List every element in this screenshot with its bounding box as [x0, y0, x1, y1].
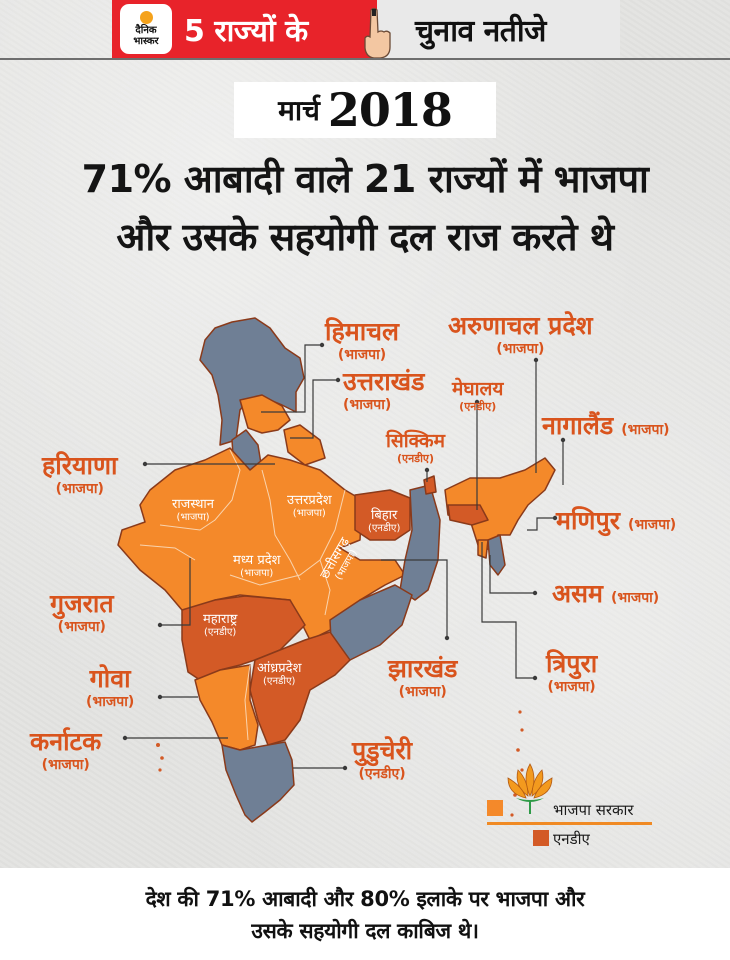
- label-gujarat: गुजरात (भाजपा): [50, 589, 114, 636]
- state-tripura: [477, 539, 489, 559]
- banner-red-panel: दैनिक भास्कर 5 राज्यों के: [112, 0, 377, 58]
- banner-red-title: 5 राज्यों के: [184, 13, 308, 49]
- label-maharashtra: महाराष्ट्र (एनडीए): [203, 612, 238, 638]
- voting-finger-icon: [364, 7, 391, 58]
- banner-grey-panel: चुनाव नतीजे: [377, 0, 620, 58]
- dainik-bhaskar-logo: दैनिक भास्कर: [120, 4, 172, 54]
- sun-icon: [139, 11, 153, 24]
- state-west-bengal: [399, 484, 441, 601]
- label-puducherry: पुडुचेरी (एनडीए): [352, 736, 413, 783]
- state-meghalaya: [447, 504, 489, 526]
- state-sikkim: [423, 475, 437, 495]
- india-map: [117, 317, 566, 823]
- date-month: मार्च: [278, 94, 320, 127]
- date-year: 2018: [327, 83, 453, 137]
- label-sikkim: सिक्किम (एनडीए): [386, 430, 445, 465]
- legend-swatch-bjp: [487, 800, 503, 816]
- logo-text-line2: भास्कर: [133, 36, 159, 47]
- label-assam: असम (भाजपा): [552, 579, 660, 608]
- legend-label-nda: एनडीए: [553, 830, 590, 848]
- banner-grey-title: चुनाव नतीजे: [415, 13, 546, 49]
- label-manipur: मणिपुर (भाजपा): [556, 506, 677, 535]
- state-jammu-kashmir: [199, 317, 305, 446]
- label-goa: गोवा (भाजपा): [86, 664, 135, 711]
- logo-text-line1: दैनिक: [135, 25, 157, 36]
- legend-label-bjp: भाजपा सरकार: [553, 801, 634, 819]
- bjp-lotus-logo: [507, 763, 553, 814]
- state-tamil-nadu-kerala: [221, 741, 295, 823]
- label-meghalaya: मेघालय (एनडीए): [452, 378, 504, 413]
- footer-caption: देश की 71% आबादी और 80% इलाके पर भाजपा औ…: [0, 868, 730, 960]
- label-haryana: हरियाणा (भाजपा): [42, 451, 118, 498]
- footer-line1: देश की 71% आबादी और 80% इलाके पर भाजपा औ…: [145, 887, 585, 911]
- label-rajasthan: राजस्थान (भाजपा): [172, 497, 215, 523]
- legend-swatch-nda: [533, 830, 549, 846]
- state-uttarakhand: [283, 424, 326, 466]
- state-northeast-bjp: [444, 457, 556, 551]
- state-bihar: [354, 489, 411, 541]
- date-box: मार्च 2018: [234, 82, 496, 138]
- label-uttar-pradesh: उत्तरप्रदेश (भाजपा): [287, 493, 332, 519]
- state-himachal: [239, 394, 291, 434]
- banner-divider: [0, 58, 730, 60]
- headline-line2: और उसके सहयोगी दल राज करते थे: [116, 215, 614, 259]
- label-andhra-pradesh: आंध्रप्रदेश (एनडीए): [257, 661, 302, 687]
- headline-line1: 71% आबादी वाले 21 राज्यों में भाजपा: [81, 157, 649, 201]
- label-tripura: त्रिपुरा (भाजपा): [546, 649, 598, 696]
- label-bihar: बिहार (एनडीए): [368, 508, 401, 534]
- state-andhra-pradesh: [249, 631, 351, 746]
- paper-background: [0, 0, 730, 868]
- headline: 71% आबादी वाले 21 राज्यों में भाजपा और उ…: [0, 150, 730, 266]
- label-nagaland: नागालैंड (भाजपा): [542, 411, 670, 440]
- label-karnataka: कर्नाटक (भाजपा): [30, 727, 102, 774]
- label-arunachal: अरुणाचल प्रदेश (भाजपा): [448, 311, 593, 358]
- legend-underline: [487, 822, 652, 825]
- footer-line2: उसके सहयोगी दल काबिज थे।: [251, 919, 479, 943]
- state-karnataka: [194, 664, 259, 751]
- label-jharkhand: झारखंड (भाजपा): [388, 654, 458, 701]
- label-madhya-pradesh: मध्य प्रदेश (भाजपा): [233, 553, 281, 579]
- label-himachal: हिमाचल (भाजपा): [325, 317, 400, 364]
- label-uttarakhand: उत्तराखंड (भाजपा): [343, 367, 425, 414]
